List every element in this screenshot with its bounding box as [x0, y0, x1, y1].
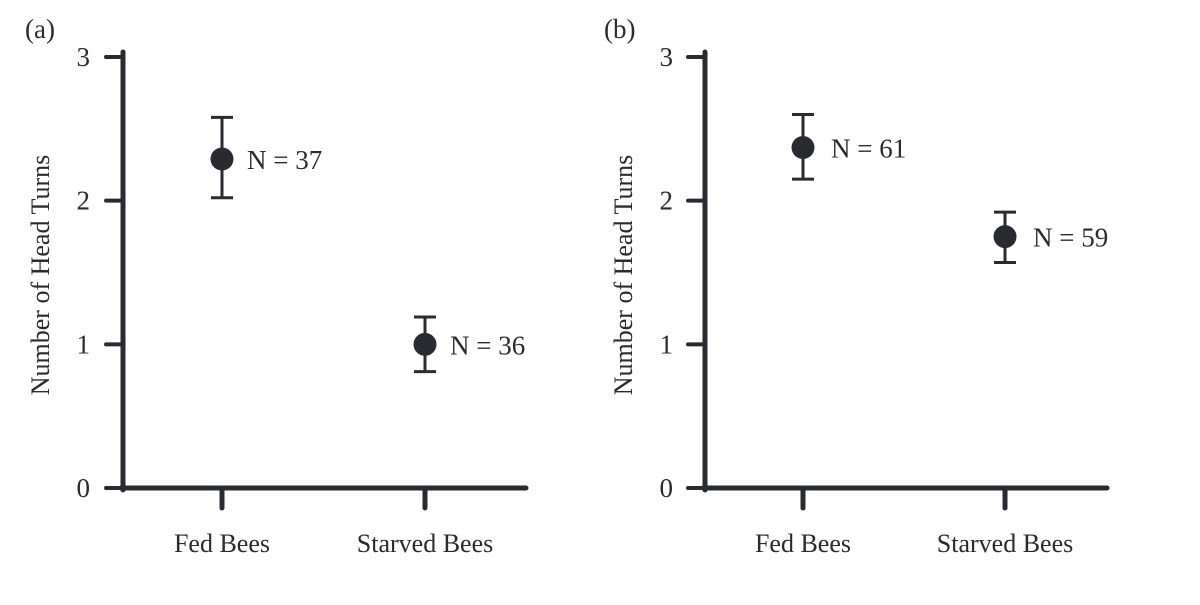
x-tick-label: Fed Bees: [755, 529, 851, 558]
sample-size-label: N = 37: [247, 145, 322, 175]
data-points: N = 61 N = 59: [791, 112, 1108, 264]
x-tick-label: Starved Bees: [357, 529, 493, 558]
y-tick-label: 0: [660, 473, 674, 503]
y-tick-label: 2: [77, 186, 91, 216]
mean-point: [791, 136, 815, 160]
mean-point: [993, 225, 1017, 249]
sample-size-label: N = 36: [450, 330, 525, 360]
panel-label: (b): [604, 14, 635, 44]
y-tick-label: 3: [77, 42, 91, 72]
y-tick-label: 3: [660, 42, 674, 72]
mean-point: [413, 332, 437, 356]
y-axis-title: Number of Head Turns: [26, 155, 55, 396]
x-tick-label: Fed Bees: [174, 529, 270, 558]
sample-size-label: N = 61: [831, 134, 906, 164]
panel-a: (a) Number of Head Turns 0 1 2 3 Fed Bees St…: [25, 14, 529, 558]
mean-point: [210, 147, 234, 171]
y-ticks: 0 1 2 3: [77, 42, 125, 503]
x-ticks: Fed Bees Starved Bees: [174, 485, 493, 558]
panel-b: (b) Number of Head Turns 0 1 2 3 Fed Bees St…: [604, 14, 1110, 558]
x-ticks: Fed Bees Starved Bees: [755, 485, 1073, 558]
x-tick-label: Starved Bees: [937, 529, 1073, 558]
sample-size-label: N = 59: [1033, 223, 1108, 253]
panel-label: (a): [25, 14, 55, 44]
y-tick-label: 0: [77, 473, 91, 503]
y-tick-label: 2: [660, 186, 674, 216]
y-ticks: 0 1 2 3: [660, 42, 707, 503]
y-tick-label: 1: [660, 329, 674, 359]
y-tick-label: 1: [77, 329, 91, 359]
data-points: N = 37 N = 36: [210, 115, 525, 374]
y-axis-title: Number of Head Turns: [609, 155, 638, 396]
